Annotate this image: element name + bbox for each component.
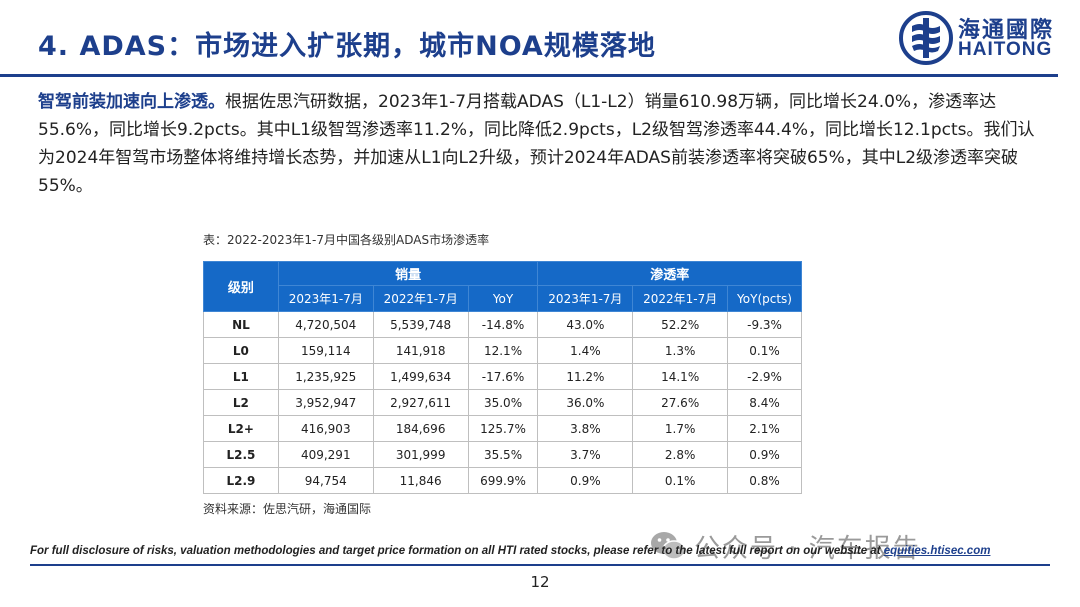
table-row: L0 159,114 141,918 12.1% 1.4% 1.3% 0.1% <box>203 337 802 364</box>
table-cell: 52.2% <box>632 311 729 338</box>
table-cell: 1.7% <box>632 415 729 442</box>
header-sales: 销量 <box>277 261 539 286</box>
body-text: 根据佐思汽研数据，2023年1-7月搭载ADAS（L1-L2）销量610.98万… <box>38 92 1035 196</box>
table-cell: 43.0% <box>537 311 634 338</box>
slide-title: 4. ADAS：市场进入扩张期，城市NOA规模落地 <box>38 31 656 62</box>
table-row: L1 1,235,925 1,499,634 -17.6% 11.2% 14.1% -2.9… <box>203 363 802 390</box>
subheader-pen-2022: 2022年1-7月 <box>632 285 729 312</box>
level-cell: L1 <box>203 363 279 390</box>
level-cell: L2+ <box>203 415 279 442</box>
table-cell: 0.9% <box>537 467 634 494</box>
logo-cn-text: 海通國際 <box>958 18 1055 43</box>
table-cell: 3.8% <box>537 415 634 442</box>
table-cell: 125.7% <box>467 415 539 442</box>
table-cell: 1,235,925 <box>277 363 374 390</box>
haitong-emblem-icon <box>899 11 953 65</box>
table-cell: -2.9% <box>727 363 802 390</box>
header-penetration: 渗透率 <box>537 261 802 286</box>
table-cell: 301,999 <box>372 441 469 468</box>
table-row: L2.9 94,754 11,846 699.9% 0.9% 0.1% 0.8% <box>203 467 802 494</box>
title-divider <box>0 74 1058 77</box>
adas-penetration-table: 级别 销量 渗透率 2023年1-7月 2022年1-7月 YoY 2023年1… <box>203 261 802 494</box>
table-cell: -17.6% <box>467 363 539 390</box>
page-number: 12 <box>530 573 550 591</box>
disclosure-text: For full disclosure of risks, valuation … <box>30 545 1030 557</box>
subheader-sales-2022: 2022年1-7月 <box>372 285 469 312</box>
level-cell: L2.5 <box>203 441 279 468</box>
table-cell: 3,952,947 <box>277 389 374 416</box>
table-cell: 409,291 <box>277 441 374 468</box>
table-row: L2.5 409,291 301,999 35.5% 3.7% 2.8% 0.9% <box>203 441 802 468</box>
table-cell: 11,846 <box>372 467 469 494</box>
table-row: NL 4,720,504 5,539,748 -14.8% 43.0% 52.2% -9.3… <box>203 311 802 338</box>
table-cell: 699.9% <box>467 467 539 494</box>
table-source: 资料来源：佐思汽研，海通国际 <box>203 502 372 516</box>
table-cell: 8.4% <box>727 389 802 416</box>
subheader-pen-yoy: YoY(pcts) <box>727 285 802 312</box>
table-cell: 35.0% <box>467 389 539 416</box>
table-cell: -9.3% <box>727 311 802 338</box>
table-cell: -14.8% <box>467 311 539 338</box>
table-cell: 11.2% <box>537 363 634 390</box>
table-cell: 4,720,504 <box>277 311 374 338</box>
header-level: 级别 <box>203 261 279 312</box>
body-lead: 智驾前装加速向上渗透。 <box>38 92 225 112</box>
subheader-sales-yoy: YoY <box>467 285 539 312</box>
level-cell: L0 <box>203 337 279 364</box>
level-cell: L2 <box>203 389 279 416</box>
table-caption: 表：2022-2023年1-7月中国各级别ADAS市场渗透率 <box>203 233 490 247</box>
table-cell: 416,903 <box>277 415 374 442</box>
level-cell: L2.9 <box>203 467 279 494</box>
table-cell: 2.8% <box>632 441 729 468</box>
table-cell: 0.9% <box>727 441 802 468</box>
table-cell: 141,918 <box>372 337 469 364</box>
table-cell: 159,114 <box>277 337 374 364</box>
table-cell: 1,499,634 <box>372 363 469 390</box>
table-cell: 36.0% <box>537 389 634 416</box>
table-cell: 0.1% <box>727 337 802 364</box>
logo-en-text: HAITONG <box>958 39 1053 60</box>
table-cell: 1.3% <box>632 337 729 364</box>
table-cell: 2,927,611 <box>372 389 469 416</box>
watermark: 公众号 · 汽车报告 <box>650 526 1040 566</box>
subheader-sales-2023: 2023年1-7月 <box>277 285 374 312</box>
table-cell: 5,539,748 <box>372 311 469 338</box>
table-cell: 0.8% <box>727 467 802 494</box>
table-cell: 27.6% <box>632 389 729 416</box>
watermark-text: 公众号 · 汽车报告 <box>694 534 921 564</box>
table-cell: 14.1% <box>632 363 729 390</box>
subheader-pen-2023: 2023年1-7月 <box>537 285 634 312</box>
disclosure-body: For full disclosure of risks, valuation … <box>30 545 884 557</box>
footer-divider <box>30 564 1050 566</box>
table-cell: 0.1% <box>632 467 729 494</box>
wechat-icon <box>651 532 686 560</box>
table-cell: 1.4% <box>537 337 634 364</box>
table-cell: 94,754 <box>277 467 374 494</box>
table-cell: 12.1% <box>467 337 539 364</box>
table-cell: 2.1% <box>727 415 802 442</box>
table-row: L2+ 416,903 184,696 125.7% 3.8% 1.7% 2.1% <box>203 415 802 442</box>
table-cell: 184,696 <box>372 415 469 442</box>
table-cell: 35.5% <box>467 441 539 468</box>
level-cell: NL <box>203 311 279 338</box>
table-cell: 3.7% <box>537 441 634 468</box>
body-paragraph: 智驾前装加速向上渗透。根据佐思汽研数据，2023年1-7月搭载ADAS（L1-L… <box>38 88 1048 200</box>
website-link[interactable]: equities.htisec.com <box>883 545 991 557</box>
table-row: L2 3,952,947 2,927,611 35.0% 36.0% 27.6% 8.4% <box>203 389 802 416</box>
haitong-logo: 海通國際 HAITONG <box>898 10 1068 66</box>
